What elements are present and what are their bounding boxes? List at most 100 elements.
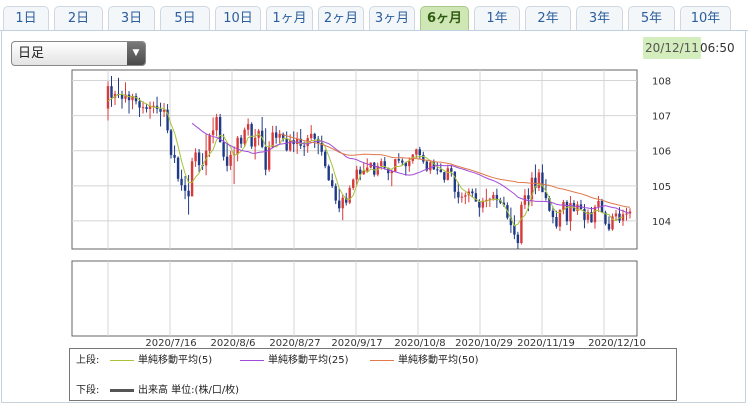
- date-tick-label: 2020/11/19: [517, 338, 575, 349]
- candle-body: [425, 161, 429, 171]
- candle-body: [418, 149, 421, 155]
- candle-body: [404, 162, 407, 167]
- candle-body: [597, 200, 600, 207]
- candle-body: [124, 94, 127, 99]
- candle-body: [148, 105, 152, 109]
- candle-body: [614, 213, 618, 217]
- candle-body: [180, 178, 183, 186]
- legend-ma5-label: 単純移動平均(5): [138, 355, 213, 366]
- candle-body: [558, 210, 562, 227]
- legend-ma50: 単純移動平均(50): [370, 354, 479, 368]
- legend-upper-label: 上段:: [76, 355, 100, 366]
- candle-body: [387, 167, 390, 174]
- candle-body: [509, 217, 513, 226]
- tab-6[interactable]: 2ヶ月: [318, 6, 364, 30]
- candle-body: [253, 137, 257, 147]
- candle-body: [345, 197, 348, 203]
- candle-body: [236, 137, 239, 155]
- tab-3[interactable]: 5日: [160, 6, 210, 30]
- candle-body: [145, 107, 148, 109]
- candle-body: [450, 168, 453, 172]
- candle-body: [380, 161, 383, 167]
- candle-body: [183, 185, 187, 191]
- candle-body: [408, 160, 411, 167]
- price-tick-label: 108: [652, 77, 671, 88]
- candle-body: [355, 169, 358, 180]
- candle-body: [250, 124, 253, 147]
- legend-ma5: 単純移動平均(5): [110, 354, 212, 368]
- candle-body: [429, 162, 432, 171]
- tab-10[interactable]: 2年: [525, 6, 571, 30]
- candle-body: [530, 177, 534, 200]
- candle-body: [586, 212, 590, 220]
- tab-7[interactable]: 3ヶ月: [369, 6, 415, 30]
- candle-body: [502, 202, 506, 206]
- candle-body: [569, 203, 572, 222]
- candle-body: [264, 146, 267, 170]
- legend-volume-swatch: [110, 388, 134, 392]
- legend-ma5-swatch: [110, 359, 134, 361]
- candle-body: [611, 216, 614, 230]
- tab-1[interactable]: 2日: [54, 6, 103, 30]
- chart-period-select[interactable]: 日足 ▼: [11, 41, 146, 66]
- candle-body: [278, 133, 281, 138]
- tab-11[interactable]: 3年: [576, 6, 623, 30]
- tab-0[interactable]: 1日: [3, 6, 49, 30]
- tab-4[interactable]: 10日: [215, 6, 261, 30]
- tab-8[interactable]: 6ヶ月: [420, 6, 469, 30]
- candle-body: [302, 145, 306, 147]
- candle-body: [359, 169, 362, 175]
- chart-panel: [1, 31, 746, 403]
- candle-body: [194, 152, 197, 162]
- tab-13[interactable]: 10年: [680, 6, 731, 30]
- candle-body: [565, 201, 569, 222]
- candle-body: [106, 86, 110, 109]
- candle-body: [190, 161, 194, 197]
- candle-body: [593, 206, 597, 223]
- candle-body: [274, 132, 278, 138]
- candle-body: [534, 177, 537, 188]
- date-tick-label: 2020/10/8: [394, 338, 445, 349]
- ma25-line: [191, 122, 631, 214]
- tab-divider: [0, 30, 748, 31]
- legend-ma25-label: 単純移動平均(25): [268, 355, 349, 366]
- candle-body: [474, 193, 478, 202]
- candle-body: [520, 204, 523, 244]
- candle-body: [246, 124, 250, 130]
- date-tick-label: 2020/8/6: [211, 338, 256, 349]
- candle-body: [271, 132, 274, 148]
- legend-ma50-label: 単純移動平均(50): [398, 355, 479, 366]
- candle-body: [544, 192, 548, 199]
- tab-2[interactable]: 3日: [108, 6, 155, 30]
- candle-body: [120, 94, 124, 99]
- candle-body: [352, 179, 355, 188]
- ma5-line: [107, 93, 624, 227]
- candle-body: [457, 191, 460, 198]
- tab-5[interactable]: 1ヶ月: [266, 6, 313, 30]
- candle-body: [495, 194, 499, 201]
- candle-body: [162, 109, 166, 112]
- candle-body: [243, 129, 246, 144]
- tab-9[interactable]: 1年: [474, 6, 520, 30]
- legend-ma25-swatch: [240, 359, 264, 361]
- candle-body: [187, 190, 190, 197]
- candle-body: [222, 142, 225, 157]
- candle-body: [446, 168, 450, 180]
- candle-body: [478, 201, 481, 208]
- tab-12[interactable]: 5年: [628, 6, 675, 30]
- candle-body: [281, 133, 285, 139]
- candle-body: [267, 147, 271, 170]
- candle-body: [562, 201, 565, 211]
- candle-body: [239, 137, 243, 144]
- candle-body: [541, 172, 544, 193]
- candle-body: [166, 109, 169, 131]
- candle-body: [288, 140, 292, 151]
- candle-body: [390, 171, 393, 174]
- candle-body: [625, 213, 628, 215]
- candle-body: [169, 130, 173, 155]
- candle-body: [197, 152, 201, 166]
- timestamp-date: 20/12/11: [643, 37, 701, 59]
- candle-body: [383, 161, 386, 168]
- candle-body: [218, 117, 222, 143]
